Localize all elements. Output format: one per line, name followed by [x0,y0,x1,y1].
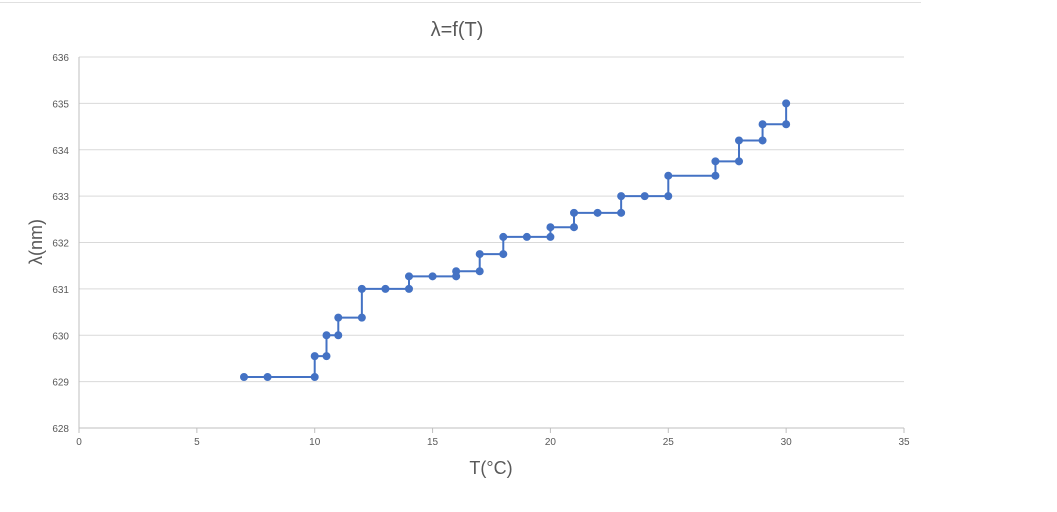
chart-title: λ=f(T) [431,19,484,41]
data-point [357,313,366,322]
data-point [617,208,626,217]
series-layer [240,99,791,381]
y-tick-label: 635 [52,99,69,110]
data-point [334,313,343,322]
x-tick-label: 0 [76,437,82,448]
x-tick-label: 15 [427,437,439,448]
data-point [570,208,578,217]
y-axis-title: λ(nm) [26,219,46,265]
data-point [310,352,319,361]
axes [78,57,905,433]
data-point [782,120,791,129]
data-point [405,284,413,293]
y-tick-label: 633 [52,192,69,203]
x-tick-label: 30 [781,437,793,448]
data-point [522,232,531,241]
data-point [782,99,791,108]
x-tick-label: 25 [663,437,675,448]
y-tick-label: 631 [52,285,69,296]
y-tick-label: 630 [52,331,69,342]
data-point [405,272,413,281]
data-point [475,250,484,259]
data-point [640,192,649,201]
data-point [322,331,331,340]
data-point [334,331,343,340]
data-point [735,136,743,145]
data-point [357,284,366,293]
x-tick-labels: 0 5 10 15 20 25 30 35 [76,437,910,448]
data-point [758,136,767,145]
y-tick-label: 634 [52,146,69,157]
y-tick-labels: 628 629 630 631 632 633 634 635 636 [52,53,69,435]
data-point [475,267,484,276]
data-point [617,192,626,201]
data-point [263,372,272,381]
data-point [570,223,578,232]
x-tick-label: 5 [194,437,200,448]
data-point [711,157,720,166]
data-point [711,171,720,180]
x-tick-label: 20 [545,437,557,448]
data-point [322,352,331,361]
data-point [593,208,602,217]
data-point [499,250,508,259]
x-tick-label: 10 [309,437,321,448]
data-point [546,223,555,232]
x-tick-label: 35 [898,437,910,448]
data-point [546,232,555,241]
y-tick-label: 636 [52,53,69,64]
x-axis-title: T(°C) [469,458,512,478]
gridlines [79,56,904,383]
data-point [735,157,743,166]
data-point [452,267,461,276]
data-point [381,284,390,293]
data-point [499,232,508,241]
data-point [428,272,437,281]
y-tick-label: 628 [52,424,69,435]
data-point [664,171,673,180]
data-point [664,192,673,201]
data-point [240,372,248,381]
y-tick-label: 629 [52,378,69,389]
data-point [758,120,767,129]
data-point [310,372,319,381]
y-tick-label: 632 [52,239,69,250]
